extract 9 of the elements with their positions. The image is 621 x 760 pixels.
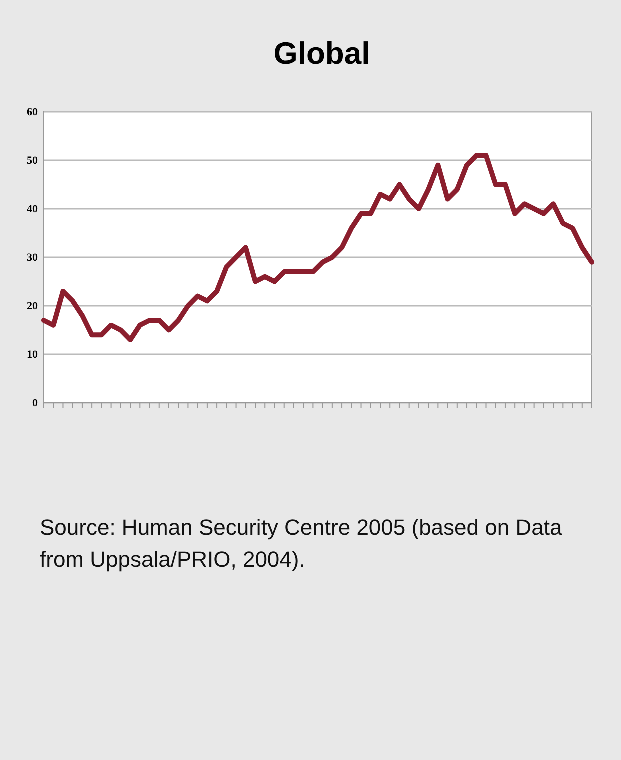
y-tick-label: 40 (27, 204, 38, 216)
y-tick-label: 0 (32, 398, 38, 410)
y-tick-label: 60 (27, 106, 38, 119)
y-tick-label: 50 (27, 155, 38, 168)
y-tick-label: 10 (27, 349, 38, 362)
y-tick-label: 30 (27, 252, 38, 264)
source-note: Source: Human Security Centre 2005 (based on Data from Uppsala/PRIO, 2004). (40, 514, 564, 574)
chart-title: Global (274, 36, 370, 71)
y-tick-label: 20 (27, 300, 38, 313)
